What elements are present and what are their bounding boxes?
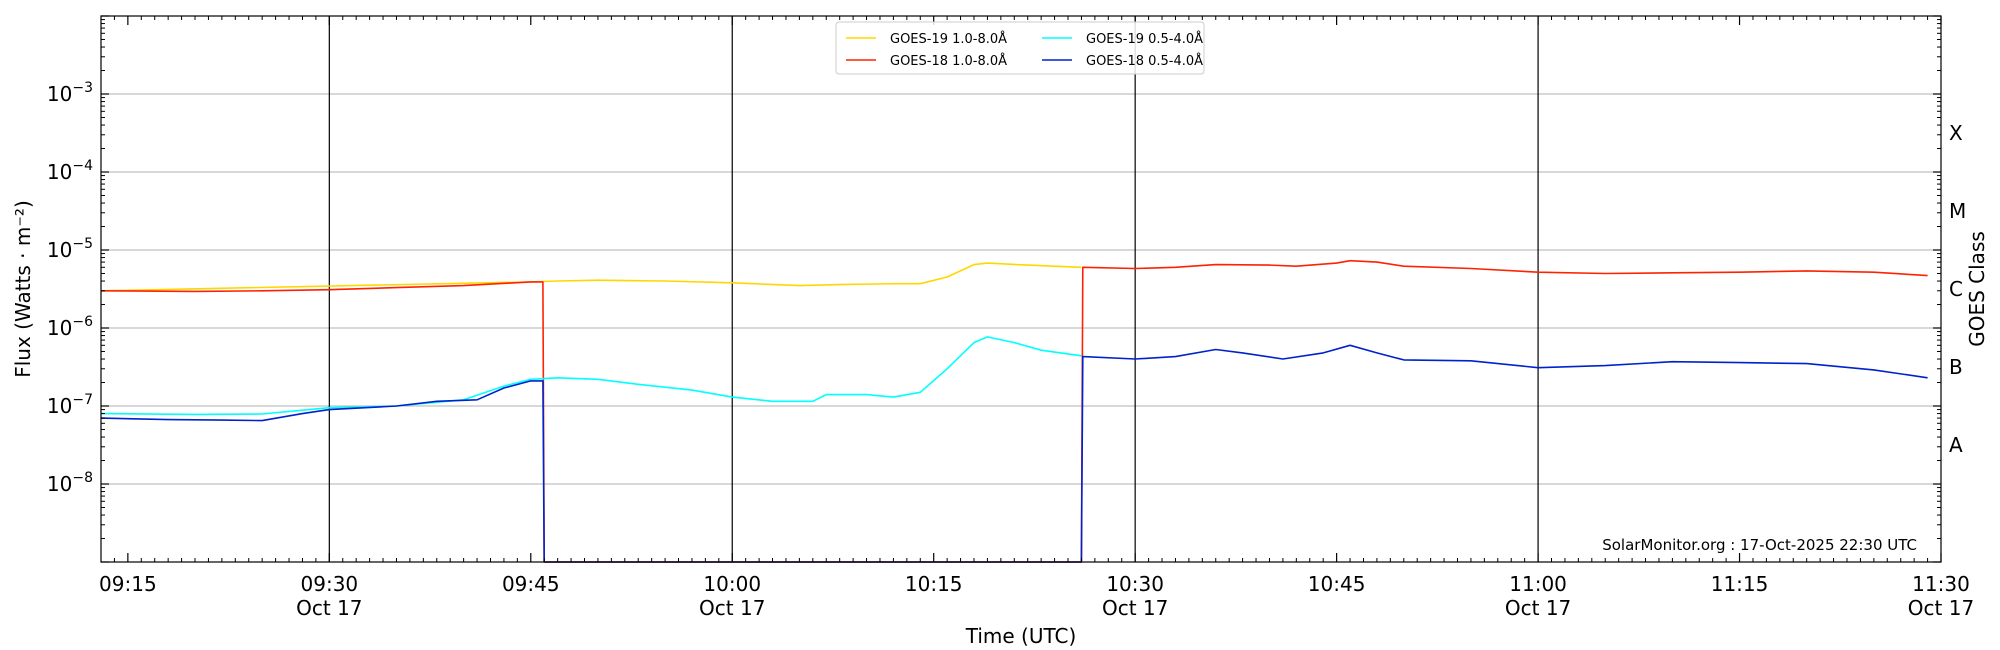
legend-entry: GOES-18 0.5-4.0Å [1086, 53, 1203, 69]
x-tick-date: Oct 17 [1102, 596, 1168, 620]
goes-class-label: C [1949, 277, 1963, 301]
x-tick-date: Oct 17 [296, 596, 362, 620]
goes-class-label: X [1949, 121, 1963, 145]
y-tick-label: 10−6 [47, 314, 93, 340]
legend-entry: GOES-18 1.0-8.0Å [890, 53, 1007, 69]
x-axis-title: Time (UTC) [965, 624, 1077, 648]
x-tick-label: 09:45 [502, 572, 560, 596]
goes-class-label: B [1949, 355, 1963, 379]
y-tick-exponent: −8 [72, 470, 93, 486]
y-tick-label: 10−7 [47, 392, 93, 418]
legend-entry: GOES-19 0.5-4.0Å [1086, 31, 1203, 47]
x-tick-label: 10:00 [703, 572, 761, 596]
series-line-1 [100, 262, 1082, 292]
x-tick-date: Oct 17 [1908, 596, 1974, 620]
goes-class-label: A [1949, 433, 1963, 457]
legend-box [835, 21, 1205, 75]
y-tick-exponent: −6 [72, 314, 93, 330]
y-tick-label: 10−5 [47, 236, 93, 262]
x-tick-date: Oct 17 [1505, 596, 1571, 620]
y-tick-base: 10 [47, 82, 72, 106]
x-tick-label: 09:15 [99, 572, 157, 596]
series-line-4 [100, 344, 1928, 563]
y-tick-label: 10−8 [47, 470, 93, 496]
x-tick-label: 10:30 [1106, 572, 1164, 596]
y-tick-exponent: −5 [72, 236, 93, 252]
goes-class-label: M [1949, 199, 1966, 223]
y-tick-base: 10 [47, 316, 72, 340]
x-tick-label: 10:15 [905, 572, 963, 596]
y-tick-base: 10 [47, 394, 72, 418]
series-layer [100, 259, 1928, 563]
series-line-3 [100, 336, 1082, 416]
grid-layer [101, 16, 1941, 562]
y-tick-exponent: −7 [72, 392, 93, 408]
x-tick-date: Oct 17 [699, 596, 765, 620]
y-tick-base: 10 [47, 472, 72, 496]
series-line-2 [100, 259, 1928, 563]
right-axis-title: GOES Class [1965, 231, 1989, 347]
legend-entry: GOES-19 1.0-8.0Å [890, 31, 1007, 47]
y-tick-base: 10 [47, 238, 72, 262]
legend: GOES-19 1.0-8.0Å GOES-18 1.0-8.0Å GOES-19 … [835, 21, 1205, 75]
y-tick-exponent: −3 [72, 80, 93, 96]
y-tick-base: 10 [47, 160, 72, 184]
x-tick-label: 10:45 [1308, 572, 1366, 596]
y-tick-label: 10−4 [47, 158, 93, 184]
y-tick-label: 10−3 [47, 80, 93, 106]
x-tick-label: 11:30 [1912, 572, 1970, 596]
credit-text: SolarMonitor.org : 17-Oct-2025 22:30 UTC [1602, 536, 1917, 554]
x-tick-label: 11:15 [1711, 572, 1769, 596]
y-axis-title: Flux (Watts · m⁻²) [11, 200, 35, 378]
x-tick-label: 09:30 [301, 572, 359, 596]
tick-layer [100, 15, 1942, 563]
x-tick-label: 11:00 [1509, 572, 1567, 596]
plot-frame [100, 15, 1942, 563]
y-tick-exponent: −4 [72, 158, 93, 174]
